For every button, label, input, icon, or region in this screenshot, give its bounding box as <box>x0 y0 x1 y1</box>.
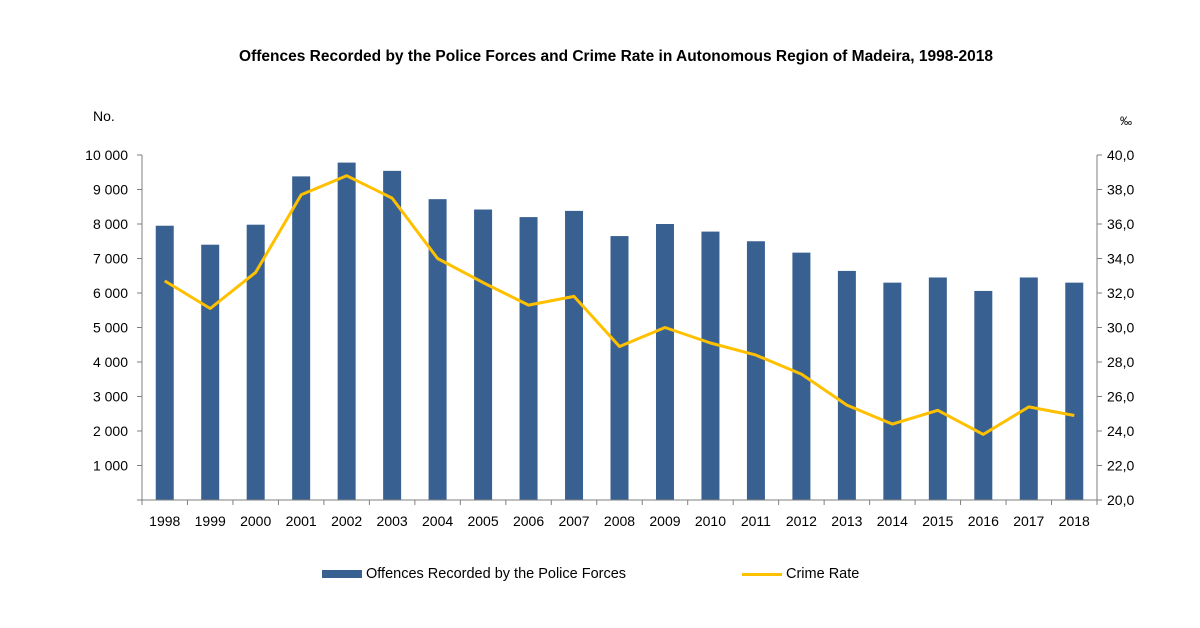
left-axis-label: No. <box>93 108 115 124</box>
left-tick-label: 1 000 <box>93 458 128 474</box>
left-tick-label: 4 000 <box>93 354 128 370</box>
x-tick-label: 2015 <box>922 513 953 529</box>
x-tick-label: 2009 <box>649 513 680 529</box>
x-tick-label: 2005 <box>467 513 498 529</box>
x-tick-label: 2017 <box>1013 513 1044 529</box>
right-tick-label: 30,0 <box>1107 320 1134 336</box>
bar-2018 <box>1065 282 1084 500</box>
right-tick-label: 40,0 <box>1107 147 1134 163</box>
x-tick-label: 2008 <box>604 513 635 529</box>
x-tick-label: 2018 <box>1059 513 1090 529</box>
x-tick-label: 2010 <box>695 513 726 529</box>
left-tick-label: 10 000 <box>85 147 128 163</box>
bar-2003 <box>383 170 402 500</box>
x-tick-label: 2012 <box>786 513 817 529</box>
bar-2016 <box>974 290 993 500</box>
bar-2004 <box>428 199 447 500</box>
x-tick-label: 2004 <box>422 513 453 529</box>
left-tick-label: 6 000 <box>93 285 128 301</box>
bar-2014 <box>883 282 902 500</box>
bar-2007 <box>565 210 584 500</box>
axes: 1 000 2 000 3 000 4 000 5 000 6 000 7 000 8 000… <box>85 147 1134 529</box>
right-tick-label: 34,0 <box>1107 251 1134 267</box>
legend-label-offences: Offences Recorded by the Police Forces <box>366 566 627 582</box>
left-tick-label: 3 000 <box>93 389 128 405</box>
x-tick-label: 2007 <box>558 513 589 529</box>
bar-series-offences <box>155 162 1084 500</box>
left-tick-label: 7 000 <box>93 251 128 267</box>
bar-2006 <box>519 217 538 500</box>
right-axis-label: ‰ <box>1120 114 1132 128</box>
right-tick-label: 36,0 <box>1107 216 1134 232</box>
x-tick-label: 2002 <box>331 513 362 529</box>
bar-2009 <box>655 224 674 500</box>
right-tick-label: 26,0 <box>1107 389 1134 405</box>
bar-1999 <box>201 244 220 500</box>
right-tick-label: 22,0 <box>1107 458 1134 474</box>
x-tick-label: 2011 <box>741 513 771 529</box>
bar-2000 <box>246 224 265 500</box>
bar-2010 <box>701 231 720 500</box>
x-tick-label: 2014 <box>877 513 908 529</box>
legend-item-offences: Offences Recorded by the Police Forces <box>322 564 626 584</box>
bar-2008 <box>610 236 629 500</box>
bar-2017 <box>1019 277 1038 500</box>
right-tick-label: 32,0 <box>1107 285 1134 301</box>
bar-2013 <box>837 270 856 500</box>
x-tick-label: 1999 <box>195 513 226 529</box>
bar-2001 <box>292 176 311 500</box>
left-tick-label: 9 000 <box>93 182 128 198</box>
x-tick-label: 2003 <box>377 513 408 529</box>
x-tick-label: 2006 <box>513 513 544 529</box>
left-tick-label: 8 000 <box>93 216 128 232</box>
legend-label-crime-rate: Crime Rate <box>786 566 860 582</box>
x-tick-label: 2000 <box>240 513 271 529</box>
right-tick-label: 20,0 <box>1107 492 1134 508</box>
right-tick-label: 28,0 <box>1107 354 1134 370</box>
x-tick-label: 2016 <box>968 513 999 529</box>
legend-item-crime-rate: Crime Rate <box>742 564 859 584</box>
legend-swatch-bar <box>322 570 362 578</box>
left-tick-label: 5 000 <box>93 320 128 336</box>
legend-swatch-line <box>742 572 782 576</box>
x-tick-label: 1998 <box>149 513 180 529</box>
bar-2015 <box>928 277 947 500</box>
bar-2005 <box>474 209 493 500</box>
left-tick-label: 2 000 <box>93 423 128 439</box>
bar-2002 <box>337 162 356 500</box>
chart-title: Offences Recorded by the Police Forces a… <box>239 48 993 65</box>
right-tick-label: 38,0 <box>1107 182 1134 198</box>
bar-1998 <box>155 225 174 500</box>
line-series-crime-rate <box>163 174 1075 436</box>
bar-2012 <box>792 252 811 500</box>
x-tick-label: 2013 <box>831 513 862 529</box>
bar-2011 <box>746 241 765 500</box>
right-tick-label: 24,0 <box>1107 423 1134 439</box>
x-tick-label: 2001 <box>286 513 317 529</box>
